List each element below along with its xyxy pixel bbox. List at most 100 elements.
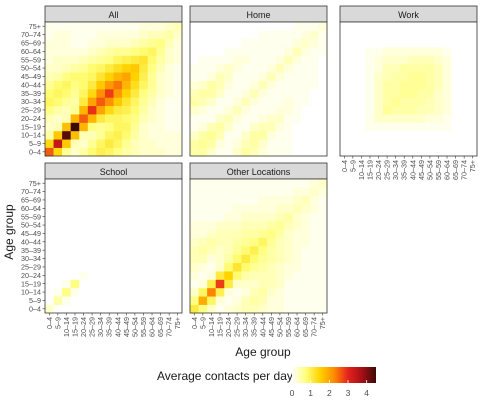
heatmap-cell — [365, 139, 375, 148]
heatmap-cell — [399, 105, 409, 115]
heatmap-cell — [130, 254, 140, 264]
heatmap-cell — [267, 195, 276, 205]
heatmap-cell — [284, 237, 294, 247]
heatmap-cell — [164, 22, 174, 31]
heatmap-cell — [468, 80, 478, 90]
heatmap-cell — [70, 80, 80, 90]
heatmap-cell — [215, 271, 225, 280]
heatmap-cell — [139, 237, 149, 247]
heatmap-cell — [113, 279, 123, 289]
heatmap-cell — [164, 147, 174, 157]
heatmap-cell — [164, 246, 174, 255]
heatmap-cell — [198, 254, 208, 264]
heatmap-cell — [215, 114, 225, 123]
heatmap-cell — [408, 130, 418, 140]
heatmap-cell — [232, 296, 242, 305]
heatmap-cell — [207, 279, 216, 289]
heatmap-cell — [147, 212, 157, 222]
heatmap-cell — [113, 237, 123, 247]
heatmap-cell — [113, 72, 123, 81]
heatmap-cell — [232, 105, 242, 115]
heatmap-cell — [374, 72, 384, 81]
heatmap-cell — [45, 114, 54, 123]
x-tick-label: 45–49 — [417, 160, 426, 180]
y-tick-label: 15–19 — [21, 122, 41, 131]
heatmap-cell — [70, 212, 80, 222]
heatmap-cell — [382, 105, 392, 115]
heatmap-cell — [53, 97, 63, 107]
heatmap-cell — [241, 97, 251, 107]
heatmap-cell — [45, 47, 54, 56]
heatmap-cell — [468, 63, 478, 73]
heatmap-cell — [70, 237, 80, 247]
heatmap-cell — [104, 55, 114, 65]
heatmap-cell — [301, 304, 311, 314]
heatmap-cell — [309, 287, 319, 297]
heatmap-cells — [45, 179, 183, 314]
heatmap-cell — [156, 97, 166, 107]
heatmap-cell — [139, 220, 149, 230]
heatmap-cell — [284, 279, 294, 289]
heatmap-cell — [451, 130, 461, 140]
heatmap-cell — [451, 114, 461, 123]
heatmap-cell — [224, 204, 234, 213]
heatmap-cell — [391, 55, 401, 65]
heatmap-cell — [215, 179, 225, 188]
heatmap-cell — [267, 296, 276, 305]
heatmap-cell — [79, 304, 89, 314]
heatmap-cell — [275, 30, 285, 40]
heatmap-cell — [113, 47, 123, 56]
heatmap-cell — [130, 229, 140, 238]
heatmap-cell — [258, 220, 268, 230]
heatmap-cell — [147, 187, 157, 197]
heatmap-cell — [113, 114, 123, 123]
x-tick-label: 45–49 — [267, 317, 276, 337]
heatmap-cell — [442, 80, 452, 90]
heatmap-cell — [215, 30, 225, 40]
heatmap-cell — [292, 30, 302, 40]
heatmap-cell — [45, 212, 54, 222]
x-tick-label: 55–59 — [284, 317, 293, 337]
heatmap-cell — [301, 114, 311, 123]
panel-home: Home — [189, 5, 328, 157]
heatmap-cell — [156, 22, 166, 31]
heatmap-cell — [468, 139, 478, 148]
heatmap-cell — [53, 195, 63, 205]
heatmap-cell — [408, 72, 418, 81]
heatmap-cell — [62, 114, 71, 123]
heatmap-cell — [147, 63, 157, 73]
heatmap-cell — [318, 237, 328, 247]
heatmap-cell — [207, 130, 216, 140]
y-tick-label: 65–69 — [21, 196, 41, 205]
heatmap-cell — [309, 279, 319, 289]
heatmap-cell — [122, 55, 131, 65]
heatmap-cell — [122, 271, 131, 280]
heatmap-cell — [301, 271, 311, 280]
heatmap-cell — [249, 220, 259, 230]
heatmap-cell — [198, 237, 208, 247]
heatmap-cell — [130, 97, 140, 107]
heatmap-cell — [87, 72, 97, 81]
heatmap-cell — [468, 55, 478, 65]
heatmap-cell — [258, 80, 268, 90]
heatmap-cell — [79, 246, 89, 255]
heatmap-cell — [87, 237, 97, 247]
heatmap-cell — [45, 254, 54, 264]
heatmap-cell — [147, 105, 157, 115]
heatmap-cell — [224, 147, 234, 157]
heatmap-cell — [207, 63, 216, 73]
heatmap-cell — [96, 30, 106, 40]
heatmap-cell — [241, 195, 251, 205]
heatmap-cell — [258, 279, 268, 289]
heatmap-cell — [365, 72, 375, 81]
heatmap-cell — [139, 89, 149, 98]
heatmap-cell — [156, 187, 166, 197]
heatmap-cell — [451, 139, 461, 148]
heatmap-cell — [87, 304, 97, 314]
heatmap-cell — [122, 229, 131, 238]
heatmap-cell — [241, 22, 251, 31]
heatmap-cell — [267, 105, 276, 115]
x-tick-label: 70–74 — [310, 317, 319, 337]
heatmap-cell — [249, 304, 259, 314]
heatmap-cell — [190, 271, 199, 280]
